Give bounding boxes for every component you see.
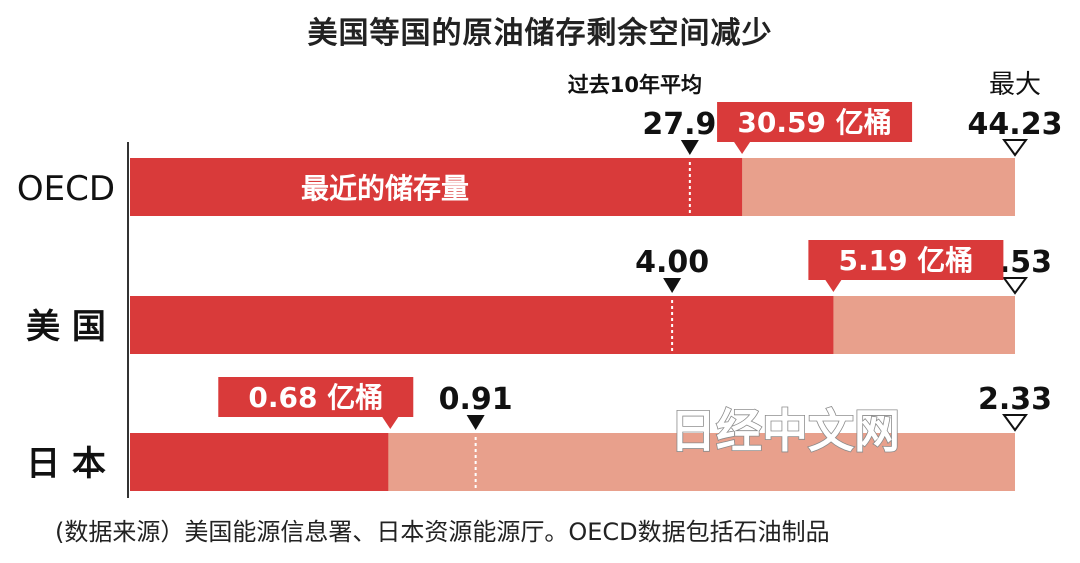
current-value-label: 30.59 亿桶 — [737, 106, 891, 139]
chart-title: 美国等国的原油储存剩余空间减少 — [307, 16, 773, 51]
current-storage-bar — [130, 158, 743, 216]
current-value-callout — [808, 240, 1004, 292]
maximum-header-label: 最大 — [989, 70, 1041, 100]
current-storage-bar — [130, 296, 834, 354]
current-value-callout — [717, 102, 913, 154]
average-value-label: 4.00 — [635, 245, 709, 280]
average-header-label: 过去10年平均 — [568, 73, 702, 97]
maximum-marker — [1002, 139, 1028, 157]
average-marker — [663, 278, 682, 293]
category-label: 日 本 — [26, 444, 106, 484]
maximum-value-label: 2.33 — [978, 382, 1052, 417]
maximum-marker — [1002, 414, 1028, 432]
maximum-marker — [1002, 277, 1028, 295]
source-note: (数据来源）美国能源信息署、日本资源能源厅。OECD数据包括石油制品 — [55, 518, 830, 546]
watermark-text: 日经中文网 — [670, 404, 900, 458]
category-label: OECD — [17, 169, 115, 209]
current-storage-bar — [130, 433, 389, 491]
maximum-value-label: 44.23 — [968, 107, 1063, 142]
inner-bar-label: 最近的储存量 — [301, 172, 469, 205]
average-marker — [466, 415, 485, 430]
category-label: 美 国 — [26, 307, 106, 347]
average-value-label: 0.91 — [439, 382, 513, 417]
average-marker — [680, 140, 699, 155]
current-value-label: 0.68 亿桶 — [248, 381, 383, 414]
current-value-label: 5.19 亿桶 — [838, 244, 973, 277]
current-value-callout — [218, 377, 414, 429]
